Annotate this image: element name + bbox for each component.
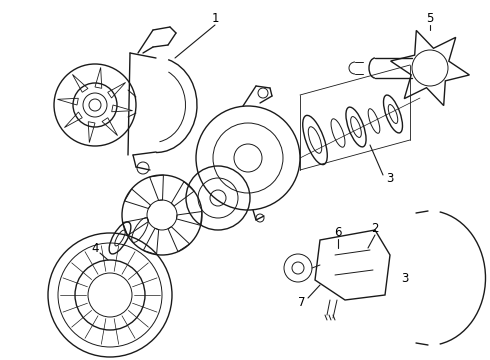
Polygon shape [112,105,133,112]
Polygon shape [108,82,125,98]
Polygon shape [95,67,102,88]
Text: 3: 3 [386,171,393,185]
Text: 5: 5 [426,12,434,24]
Text: 3: 3 [401,271,409,284]
Polygon shape [102,118,118,136]
Text: 2: 2 [371,221,379,234]
Polygon shape [64,112,82,127]
Text: 4: 4 [91,242,99,255]
Text: 6: 6 [334,225,342,239]
Polygon shape [73,75,88,92]
Text: 7: 7 [298,296,306,309]
Text: 1: 1 [211,12,219,24]
Polygon shape [88,122,95,143]
Polygon shape [57,98,78,105]
